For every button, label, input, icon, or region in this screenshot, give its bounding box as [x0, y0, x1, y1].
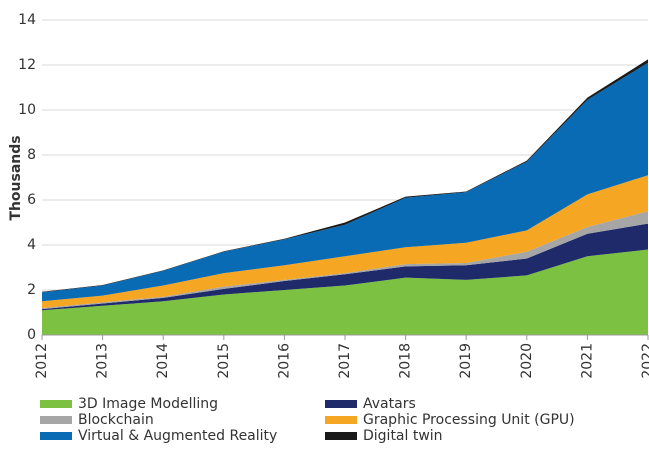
- legend-swatch: [40, 400, 72, 408]
- x-tick-label: 2021: [579, 343, 595, 379]
- x-tick-label: 2016: [276, 343, 292, 379]
- y-tick-label: 0: [27, 327, 36, 343]
- legend-swatch: [40, 416, 72, 424]
- x-tick-label: 2012: [34, 343, 50, 379]
- y-axis-label: Thousands: [8, 135, 24, 220]
- y-tick-label: 14: [18, 12, 36, 28]
- x-tick-label: 2015: [216, 343, 232, 379]
- y-tick-label: 2: [27, 282, 36, 298]
- legend-label: Graphic Processing Unit (GPU): [363, 412, 575, 428]
- area: [42, 223, 648, 311]
- x-tick-label: 2020: [519, 343, 535, 379]
- x-tick-label: 2022: [640, 343, 649, 379]
- legend-label: Digital twin: [363, 428, 443, 444]
- x-tick-label: 2013: [95, 343, 111, 379]
- legend-swatch: [325, 432, 357, 440]
- y-tick-label: 10: [18, 102, 36, 118]
- y-tick-label: 6: [27, 192, 36, 208]
- area: [42, 62, 648, 302]
- y-tick-label: 8: [27, 147, 36, 163]
- x-tick-label: 2019: [458, 343, 474, 379]
- legend-label: Virtual & Augmented Reality: [78, 428, 277, 444]
- area: [42, 175, 648, 308]
- legend-swatch: [325, 416, 357, 424]
- area: [42, 249, 648, 335]
- x-tick-label: 2017: [337, 343, 353, 379]
- legend-swatch: [40, 432, 72, 440]
- y-tick-label: 12: [18, 57, 36, 73]
- x-tick-label: 2014: [155, 343, 171, 379]
- legend-label: Avatars: [363, 396, 416, 412]
- legend-label: 3D Image Modelling: [78, 396, 218, 412]
- legend-swatch: [325, 400, 357, 408]
- x-tick-label: 2018: [398, 343, 414, 379]
- legend-label: Blockchain: [78, 412, 154, 428]
- y-tick-label: 4: [27, 237, 36, 253]
